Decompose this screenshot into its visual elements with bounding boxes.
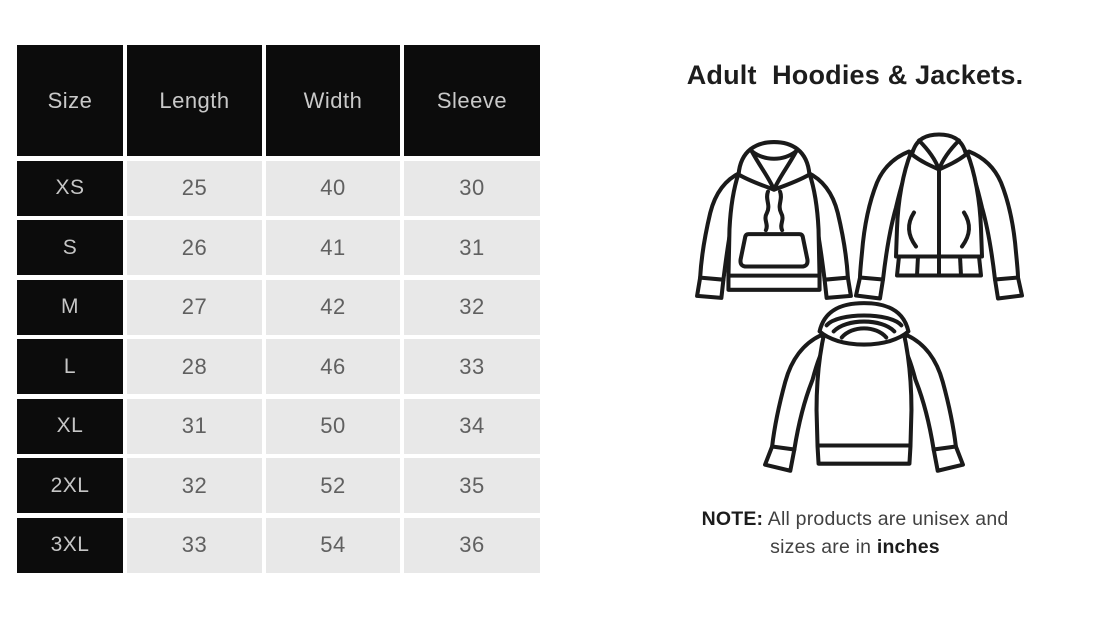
- sweatshirt-illustration: [763, 301, 965, 473]
- size-label-m: M: [17, 279, 123, 335]
- table-cell: 46: [266, 339, 400, 394]
- table-cell: 27: [127, 279, 262, 335]
- table-cell: 54: [266, 517, 400, 573]
- table-cell: 31: [404, 220, 540, 275]
- table-cell: 41: [266, 220, 400, 275]
- size-label-3xl: 3XL: [17, 517, 123, 573]
- table-cell: 25: [127, 160, 262, 216]
- note-line2: sizes are in: [770, 536, 872, 558]
- table-cell: 32: [127, 458, 262, 513]
- table-cell: 33: [127, 517, 262, 573]
- table-cell: 42: [266, 279, 400, 335]
- table-cell: 40: [266, 160, 400, 216]
- note-line1: All products are unisex and: [767, 508, 1009, 530]
- column-header-width: Width: [266, 45, 400, 156]
- page-title: Adult Hoodies & Jackets.: [686, 60, 1024, 90]
- table-cell: 34: [404, 398, 540, 454]
- note-text: NOTE: All products are unisex and sizes …: [590, 505, 1120, 561]
- table-cell: 32: [404, 279, 540, 335]
- size-label-xl: XL: [17, 398, 123, 454]
- hoodie-illustration: [695, 140, 853, 300]
- table-cell: 30: [404, 160, 540, 216]
- table-cell: 26: [127, 220, 262, 275]
- table-cell: 31: [127, 398, 262, 454]
- table-cell: 28: [127, 339, 262, 394]
- table-cell: 36: [404, 517, 540, 573]
- size-label-2xl: 2XL: [17, 458, 123, 513]
- size-label-l: L: [17, 339, 123, 394]
- note-label: NOTE:: [701, 508, 764, 530]
- bomber-jacket-illustration: [854, 132, 1024, 301]
- column-header-size: Size: [17, 45, 123, 156]
- note-line2-bold: inches: [876, 536, 940, 558]
- table-cell: 33: [404, 339, 540, 394]
- table-cell: 50: [266, 398, 400, 454]
- size-label-s: S: [17, 220, 123, 275]
- size-label-xs: XS: [17, 160, 123, 216]
- table-cell: 52: [266, 458, 400, 513]
- column-header-length: Length: [127, 45, 262, 156]
- column-header-sleeve: Sleeve: [404, 45, 540, 156]
- size-chart-table: Size Length Width Sleeve XS 25 40 30 S 2…: [17, 45, 540, 573]
- table-cell: 35: [404, 458, 540, 513]
